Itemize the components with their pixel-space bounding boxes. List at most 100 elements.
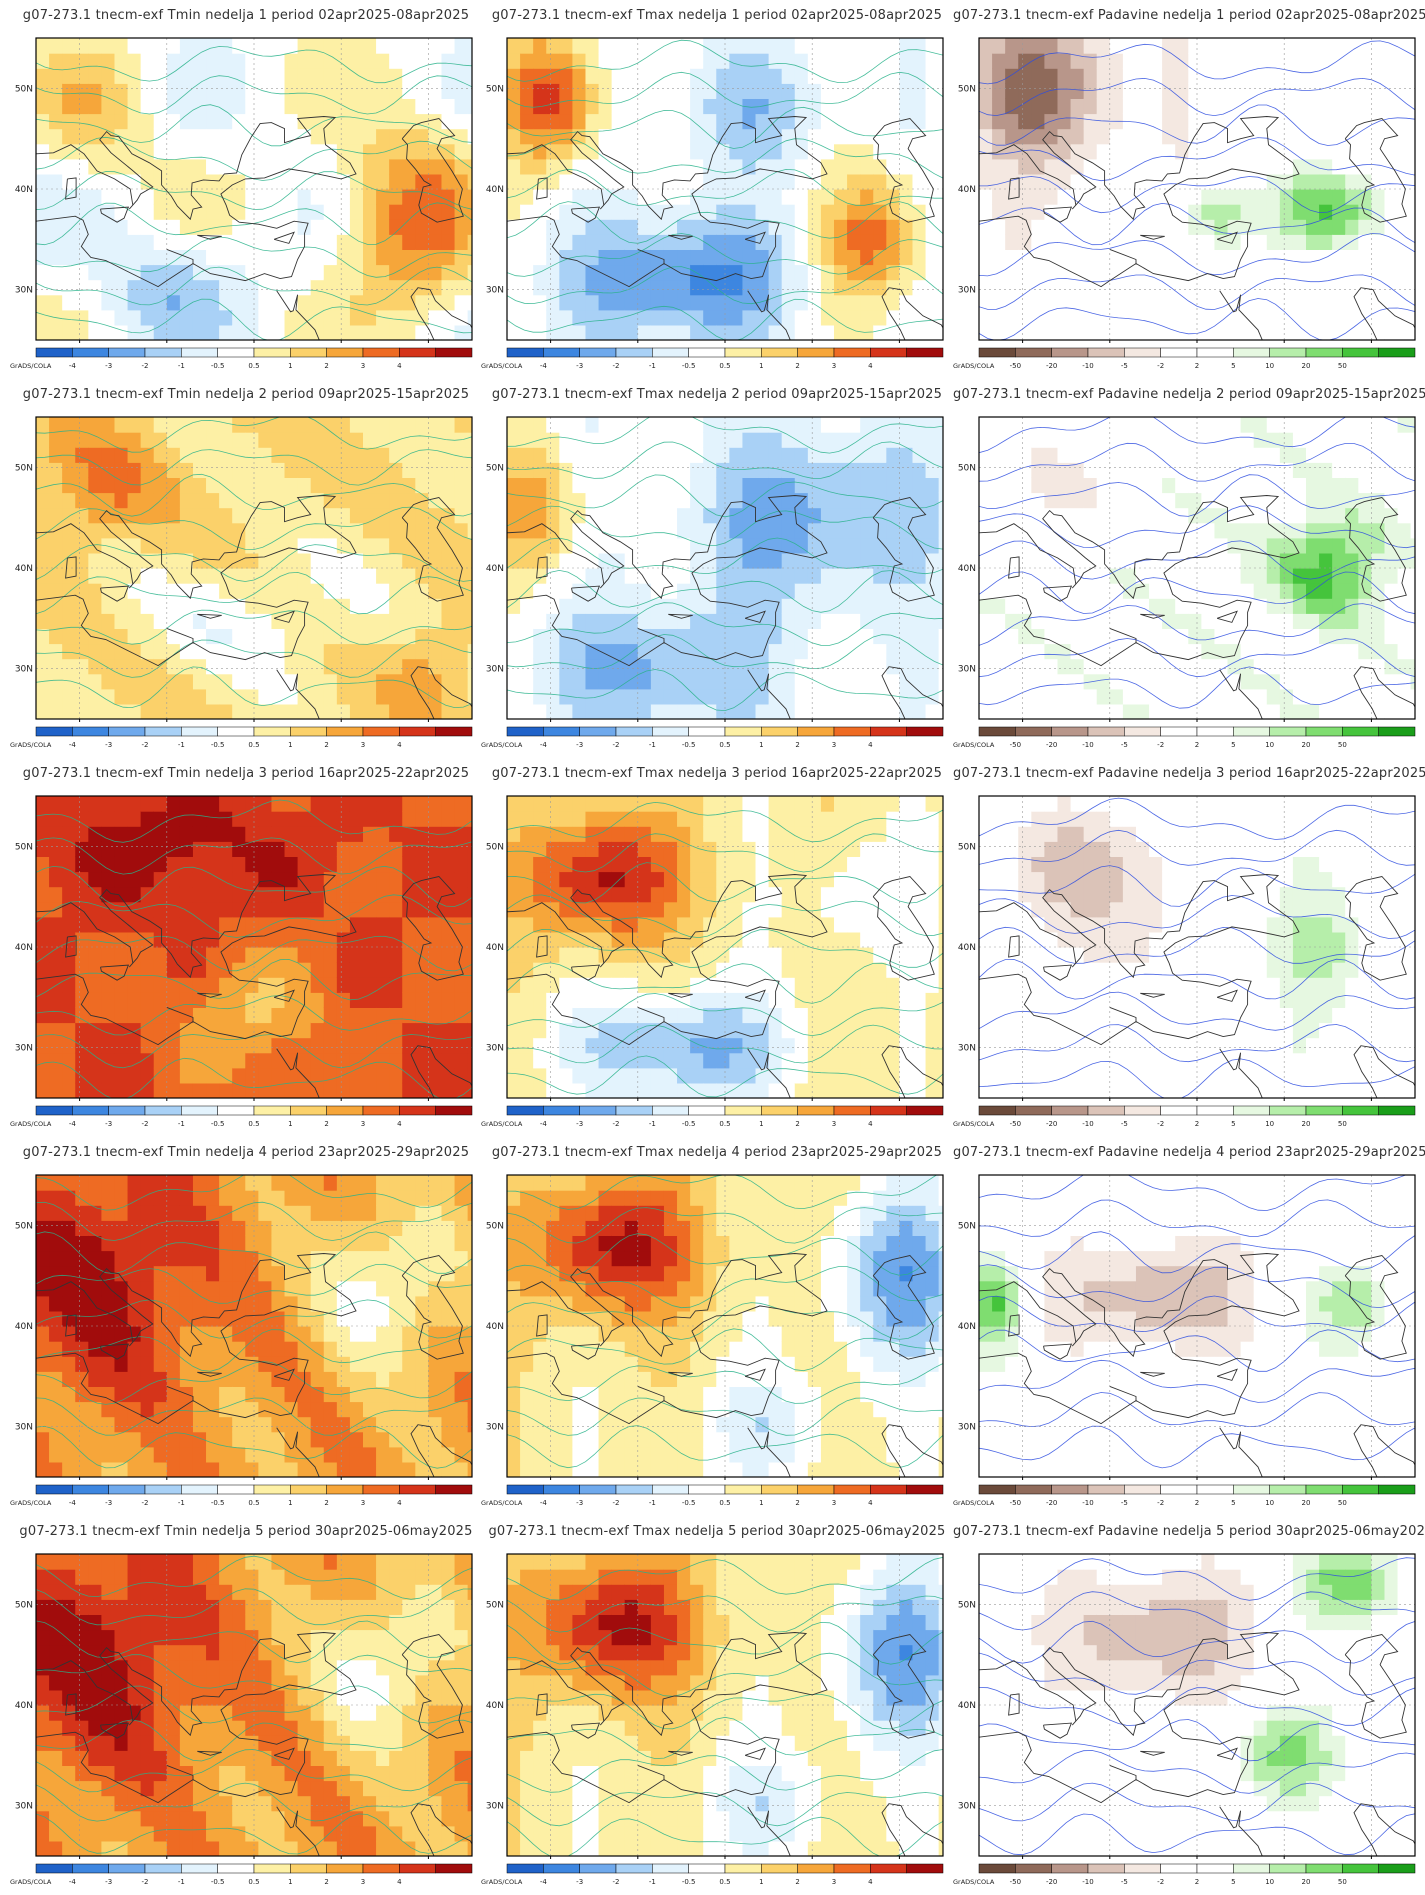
colorbar-swatch [35,1863,73,1874]
colorbar-swatch [1015,726,1052,737]
colorbar-swatch [906,1105,944,1116]
colorbar-label: -10 [1082,741,1093,749]
colorbar-label: 2 [1195,1499,1199,1507]
colorbar-swatch [1342,1105,1379,1116]
colorbar-label: -1 [649,1499,656,1507]
colorbar-swatch [615,1105,653,1116]
colorbar-label: -0.5 [682,741,696,749]
grads-brand-label: GrADS/COLA [953,1878,995,1886]
colorbar-label: -4 [540,1120,548,1128]
panel-title: g07-273.1 tnecm-exf Tmin nedelja 3 perio… [22,766,470,781]
colorbar-swatch [1015,347,1052,358]
colorbar-label: 10 [1265,1499,1274,1507]
lat-tick-label: 40N [15,943,33,953]
colorbar-swatch [1233,726,1270,737]
anomaly-shading [979,796,1415,1098]
colorbar-label: 4 [868,362,873,370]
colorbar-swatch [906,347,944,358]
colorbar-label: -3 [576,362,583,370]
colorbar-swatch [688,1863,726,1874]
colorbar-label: 1 [288,1499,292,1507]
coastlines [507,874,943,1098]
colorbar-swatch [1269,1484,1307,1495]
colorbar-swatch [506,726,544,737]
colorbar-label: -5 [1121,1120,1128,1128]
colorbar-swatch [761,726,798,737]
coastlines [507,495,943,719]
colorbar-swatch [72,1484,109,1495]
colorbar-label: -2 [613,362,620,370]
anomaly-map: 10E20E30E40E50E50N40N30N [15,1174,473,1480]
contour-lines [979,417,1415,709]
colorbar-swatch [1305,347,1343,358]
colorbar-label: 2 [795,1120,799,1128]
panel-title: g07-273.1 tnecm-exf Padavine nedelja 1 p… [953,8,1425,23]
coastlines [507,1253,943,1477]
colorbar-swatch [181,726,218,737]
colorbar-label: -1 [649,1120,656,1128]
lat-tick-label: 30N [958,1802,976,1812]
coastlines [36,1632,472,1856]
colorbar-swatch [1015,1484,1052,1495]
colorbar-swatch [978,726,1016,737]
colorbar-swatch [217,347,255,358]
colorbar-label: 0.5 [719,1499,730,1507]
colorbar-swatch [108,1484,146,1495]
anomaly-shading [36,1554,472,1856]
colorbar-swatch [1305,726,1343,737]
panel-week5-tmin: g07-273.1 tnecm-exf Tmin nedelja 5 perio… [10,1516,482,1895]
lat-tick-label: 50N [958,463,976,473]
colorbar-swatch [615,347,653,358]
panel-week3-tmin: g07-273.1 tnecm-exf Tmin nedelja 3 perio… [10,758,482,1137]
anomaly-map: 10E20E30E40E50E50N40N30N [958,37,1416,343]
colorbar-label: -3 [105,741,112,749]
colorbar-swatch [1196,1484,1234,1495]
colorbar-swatch [978,1105,1016,1116]
colorbar-label: -0.5 [211,1878,225,1886]
colorbar-label: 1 [759,1499,763,1507]
colorbar-label: 2 [324,741,328,749]
colorbar-label: 20 [1302,362,1311,370]
temp-colorbar: GrADS/COLA -4 -3 -2 -1 -0.5 0.5 1 2 3 4 [481,347,944,370]
colorbar-swatch [652,726,689,737]
colorbar-label: 5 [1231,1499,1235,1507]
colorbar-swatch [1305,1484,1343,1495]
colorbar-label: 2 [324,1499,328,1507]
colorbar-label: -10 [1082,1499,1093,1507]
colorbar-label: -1 [178,1120,185,1128]
colorbar-swatch [290,1484,327,1495]
colorbar-swatch [1342,726,1379,737]
colorbar-swatch [1051,347,1089,358]
colorbar-swatch [833,347,871,358]
precip-colorbar: GrADS/COLA -50 -20 -10 -5 -2 2 5 10 20 50 [953,1484,1416,1507]
graticule [36,796,472,1098]
grads-brand-label: GrADS/COLA [953,1499,995,1507]
coastlines [979,1632,1415,1856]
panel-title: g07-273.1 tnecm-exf Tmax nedelja 3 perio… [491,766,943,781]
colorbar-swatch [144,1863,182,1874]
lat-tick-label: 50N [15,84,33,94]
colorbar-swatch [543,1863,580,1874]
colorbar-label: -2 [1157,1499,1164,1507]
colorbar-label: -4 [540,1499,548,1507]
colorbar-label: 10 [1265,1120,1274,1128]
colorbar-label: -50 [1010,1878,1021,1886]
anomaly-map: 10E20E30E40E50E50N40N30N [486,416,944,722]
lat-tick-label: 50N [15,842,33,852]
colorbar-label: -3 [576,741,583,749]
colorbar-label: 5 [1231,362,1235,370]
colorbar-swatch [906,1484,944,1495]
panel-week4-tmin: g07-273.1 tnecm-exf Tmin nedelja 4 perio… [10,1137,482,1516]
colorbar-swatch [72,726,109,737]
colorbar-swatch [1124,1484,1161,1495]
colorbar-swatch [181,1105,218,1116]
colorbar-swatch [253,726,291,737]
colorbar-label: -3 [105,362,112,370]
lat-tick-label: 40N [958,1701,976,1711]
colorbar-label: 4 [868,741,873,749]
panel-week1-tmax: g07-273.1 tnecm-exf Tmax nedelja 1 perio… [481,0,953,379]
lat-tick-label: 50N [958,84,976,94]
colorbar-swatch [579,1484,617,1495]
colorbar-label: 4 [868,1878,873,1886]
colorbar-label: 3 [832,1499,836,1507]
